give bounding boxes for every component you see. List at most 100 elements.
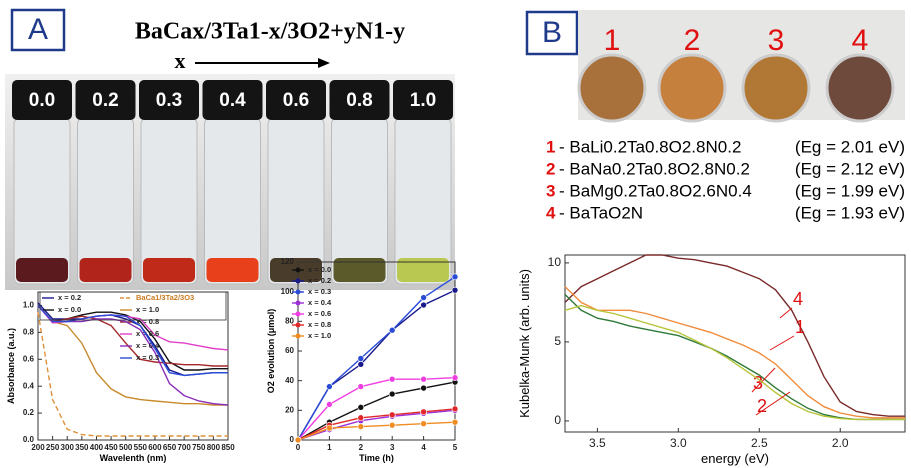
data-point xyxy=(421,295,427,301)
sample-number: 4 xyxy=(546,203,556,222)
x-tick-label: 2.0 xyxy=(832,436,849,450)
annotation-leader xyxy=(780,308,792,318)
pellet-number: 4 xyxy=(852,24,869,57)
series-line xyxy=(565,287,905,418)
y-tick-label: 0.2 xyxy=(23,408,35,417)
sample-formula: - BaTaO2N xyxy=(559,203,643,222)
y-tick-label: 0.4 xyxy=(23,381,35,390)
legend-label: x = 0.4 xyxy=(308,298,332,307)
data-point xyxy=(421,376,427,382)
legend-label: x = 0.3 xyxy=(308,287,331,296)
legend-label: x = 0.8 xyxy=(308,320,331,329)
vial-label: 0.6 xyxy=(283,90,309,111)
sample-number: 1 xyxy=(546,137,555,156)
x-tick-label: 600 xyxy=(148,443,162,452)
legend-label: x = 1.0 xyxy=(308,331,331,340)
data-point xyxy=(295,437,301,443)
x-axis-label: energy (eV) xyxy=(701,451,769,466)
y-tick-label: 0 xyxy=(290,435,295,444)
sample-bandgap: (Eg = 2.12 eV) xyxy=(795,159,905,178)
legend-label: x = 0.0 xyxy=(58,305,81,314)
data-point xyxy=(389,412,395,418)
data-point xyxy=(326,384,332,390)
vial-label: 0.8 xyxy=(346,90,372,111)
vial-powder xyxy=(207,258,259,282)
data-point xyxy=(389,422,395,428)
legend-label: x = 0.2 xyxy=(308,276,331,285)
y-tick-label: 20 xyxy=(285,405,294,414)
y-tick-label: 0.6 xyxy=(23,354,35,363)
y-tick-label: 0.0 xyxy=(23,435,35,444)
pellet xyxy=(743,55,809,121)
x-tick-label: 700 xyxy=(177,443,191,452)
data-point xyxy=(421,421,427,427)
x-tick-label: 650 xyxy=(163,443,177,452)
data-point xyxy=(389,327,395,333)
x-tick-label: 200 xyxy=(31,443,45,452)
data-point xyxy=(358,424,364,430)
vial-label: 0.0 xyxy=(29,90,55,111)
y-tick-label: 1.0 xyxy=(23,301,35,310)
figure: A BaCax/3Ta1-x/3O2+yN1-y x 0.00.20.30.40… xyxy=(0,0,911,468)
annotation: 4 xyxy=(793,289,803,309)
x-tick-label: 350 xyxy=(75,443,89,452)
legend-marker xyxy=(296,268,301,273)
legend-marker xyxy=(296,301,301,306)
legend-marker xyxy=(296,323,301,328)
x-tick-label: 5 xyxy=(453,443,458,452)
series-line xyxy=(565,255,905,416)
vial-label: 0.4 xyxy=(219,90,246,111)
series-line xyxy=(298,410,455,440)
vial-label: 0.2 xyxy=(92,90,118,111)
y-tick-label: 40 xyxy=(285,376,294,385)
data-point xyxy=(452,287,458,293)
series-line xyxy=(38,306,228,371)
x-arrow-label: x xyxy=(175,48,186,73)
data-point xyxy=(389,391,395,397)
data-point xyxy=(452,406,458,412)
y-axis-label: Absorbance (a.u.) xyxy=(6,328,16,404)
y-tick-label: 120 xyxy=(281,257,295,266)
arrow-head xyxy=(318,58,330,68)
vial-label: 0.3 xyxy=(156,90,182,111)
data-point xyxy=(452,419,458,425)
legend-label: x = 0.2 xyxy=(58,293,81,302)
legend-marker xyxy=(296,334,301,339)
x-tick-label: 4 xyxy=(421,443,426,452)
y-tick-label: 10 xyxy=(548,255,562,269)
x-tick-label: 3.5 xyxy=(589,436,606,450)
series-line xyxy=(298,422,455,440)
pellet-number: 2 xyxy=(684,24,701,57)
plot-frame xyxy=(565,255,905,432)
sample-formula: - BaMg0.2Ta0.8O2.6N0.4 xyxy=(559,181,752,200)
legend-label: x = 0.6 xyxy=(308,309,331,318)
sample-number: 2 xyxy=(546,159,555,178)
y-tick-label: 60 xyxy=(285,346,294,355)
y-tick-label: 5 xyxy=(554,334,561,348)
vial-label: 1.0 xyxy=(410,90,436,111)
data-point xyxy=(358,355,364,361)
plot-frame xyxy=(38,292,228,440)
legend-label: BaCa1/3Ta2/3O3 xyxy=(136,293,194,302)
legend-marker xyxy=(296,279,301,284)
data-point xyxy=(358,404,364,410)
x-tick-label: 400 xyxy=(90,443,104,452)
y-tick-label: 0.8 xyxy=(23,327,35,336)
sample-bandgap: (Eg = 1.93 eV) xyxy=(795,203,905,222)
data-point xyxy=(326,425,332,431)
x-tick-label: 3 xyxy=(390,443,395,452)
legend-label: x = 0.3 xyxy=(136,353,159,362)
pellet xyxy=(827,55,893,121)
sample-formula: - BaLi0.2Ta0.8O2.8N0.2 xyxy=(559,137,741,156)
x-tick-label: 800 xyxy=(207,443,221,452)
series-line xyxy=(565,295,905,420)
data-point xyxy=(421,302,427,308)
y-axis-label: Kubelka-Munk (arb. units) xyxy=(517,269,532,418)
x-axis-label: Wavelenth (nm) xyxy=(100,453,167,463)
x-tick-label: 250 xyxy=(46,443,60,452)
x-tick-label: 550 xyxy=(134,443,148,452)
legend-label: x = 0.0 xyxy=(308,265,331,274)
x-tick-label: 750 xyxy=(192,443,206,452)
y-tick-label: 80 xyxy=(285,316,294,325)
vials: 0.0 0.2 0.3 0.4 0.6 0.8 1.0 xyxy=(12,80,453,284)
